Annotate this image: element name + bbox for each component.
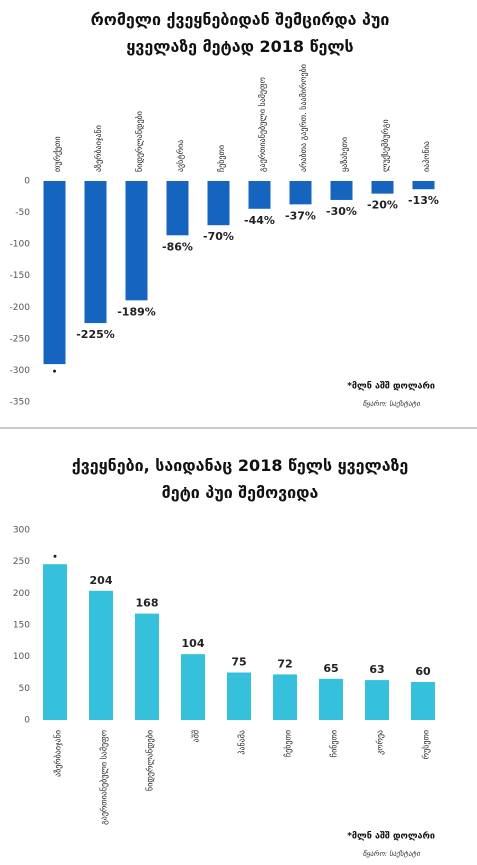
x-tick-label: ყაზახეთი bbox=[339, 137, 349, 172]
x-tick-label: ნიდერლანდები bbox=[134, 111, 144, 172]
x-tick-label: ჩეხეთი bbox=[283, 730, 293, 757]
x-tick-label: აზერბაიჯანი bbox=[53, 730, 63, 777]
bar bbox=[227, 672, 251, 720]
bar bbox=[207, 181, 230, 226]
bar bbox=[273, 674, 297, 720]
x-tick-label: კორეა bbox=[375, 730, 385, 755]
bar bbox=[84, 181, 107, 324]
footnote-marker bbox=[53, 554, 57, 558]
y-tick-label: 50 bbox=[19, 684, 31, 694]
value-label: -13% bbox=[408, 194, 439, 207]
value-label: 104 bbox=[182, 637, 205, 650]
value-label: 75 bbox=[231, 656, 246, 669]
bar bbox=[289, 181, 312, 205]
bar bbox=[89, 590, 113, 720]
x-tick-label: ლუქსემბურგი bbox=[380, 119, 390, 172]
y-tick-label: -50 bbox=[15, 208, 30, 218]
value-label: 63 bbox=[369, 663, 384, 676]
bar bbox=[181, 654, 205, 720]
value-label: -189% bbox=[117, 305, 156, 318]
bar bbox=[411, 682, 435, 720]
source: წყარო: საქსტატი bbox=[363, 849, 421, 858]
value-label: -86% bbox=[162, 240, 193, 253]
chart-title: რომელი ქვეყნებიდან შემცირდა პუი ყველაზე … bbox=[90, 10, 390, 56]
bar bbox=[43, 564, 67, 720]
bar bbox=[135, 613, 159, 720]
note: *მლნ აშშ დოლარი bbox=[347, 381, 435, 392]
bar bbox=[330, 181, 353, 200]
value-label: -37% bbox=[285, 209, 316, 222]
x-tick-label: იაპონია bbox=[421, 141, 431, 172]
source: წყარო: საქსტატი bbox=[363, 399, 421, 408]
value-label: 204 bbox=[90, 574, 113, 587]
y-tick-label: 0 bbox=[24, 716, 30, 726]
bar bbox=[248, 181, 271, 209]
y-tick-label: 250 bbox=[13, 557, 30, 567]
y-tick-label: -200 bbox=[10, 303, 31, 313]
x-tick-label: ჩინეთი bbox=[329, 730, 339, 757]
bar bbox=[412, 181, 435, 190]
bar bbox=[43, 181, 66, 365]
y-tick-label: -350 bbox=[10, 398, 31, 408]
x-tick-label: გაერთიანებული სამეფო bbox=[99, 730, 109, 825]
y-tick-label: 100 bbox=[13, 652, 30, 662]
y-tick-label: 150 bbox=[13, 621, 30, 631]
value-label: 60 bbox=[415, 665, 431, 678]
x-tick-label: თურქეთი bbox=[52, 136, 62, 172]
x-tick-label: აზერბაიჯანი bbox=[93, 125, 103, 172]
value-label: -20% bbox=[367, 199, 398, 212]
y-tick-label: -100 bbox=[10, 240, 31, 250]
value-label: 168 bbox=[136, 597, 159, 610]
y-tick-label: 200 bbox=[13, 589, 30, 599]
chart-title: ქვეყნები, საიდანაც 2018 წელს ყველაზე მეტ… bbox=[71, 456, 409, 502]
bar bbox=[365, 680, 389, 720]
x-tick-label: რუსეთი bbox=[421, 730, 431, 759]
y-tick-label: 300 bbox=[13, 526, 30, 536]
x-tick-label: ჩეხეთი bbox=[216, 145, 226, 172]
value-label: -44% bbox=[244, 214, 275, 227]
footnote-marker bbox=[53, 369, 56, 373]
x-tick-label: გაერთიანებული სამეფო bbox=[257, 77, 267, 172]
y-tick-label: -300 bbox=[10, 366, 31, 376]
note: *მლნ აშშ დოლარი bbox=[347, 831, 435, 842]
y-tick-label: -150 bbox=[10, 271, 31, 281]
bar bbox=[166, 181, 189, 236]
y-tick-label: 0 bbox=[24, 177, 30, 187]
value-label: 72 bbox=[277, 657, 292, 670]
x-tick-label: ავსტრია bbox=[175, 140, 185, 172]
x-tick-label: არაბთა გაერთ. საამიროები bbox=[298, 64, 308, 172]
x-tick-label: პანამა bbox=[237, 730, 247, 755]
bar bbox=[125, 181, 148, 301]
y-tick-label: -250 bbox=[10, 334, 31, 344]
bar bbox=[319, 678, 343, 720]
value-label: -70% bbox=[203, 230, 234, 243]
x-tick-label: ნიდერლანდები bbox=[145, 730, 155, 791]
x-tick-label: აშშ bbox=[191, 730, 201, 742]
value-label: -30% bbox=[326, 205, 357, 218]
value-label: -225% bbox=[76, 328, 115, 341]
value-label: 65 bbox=[323, 662, 338, 675]
bar bbox=[371, 181, 394, 194]
